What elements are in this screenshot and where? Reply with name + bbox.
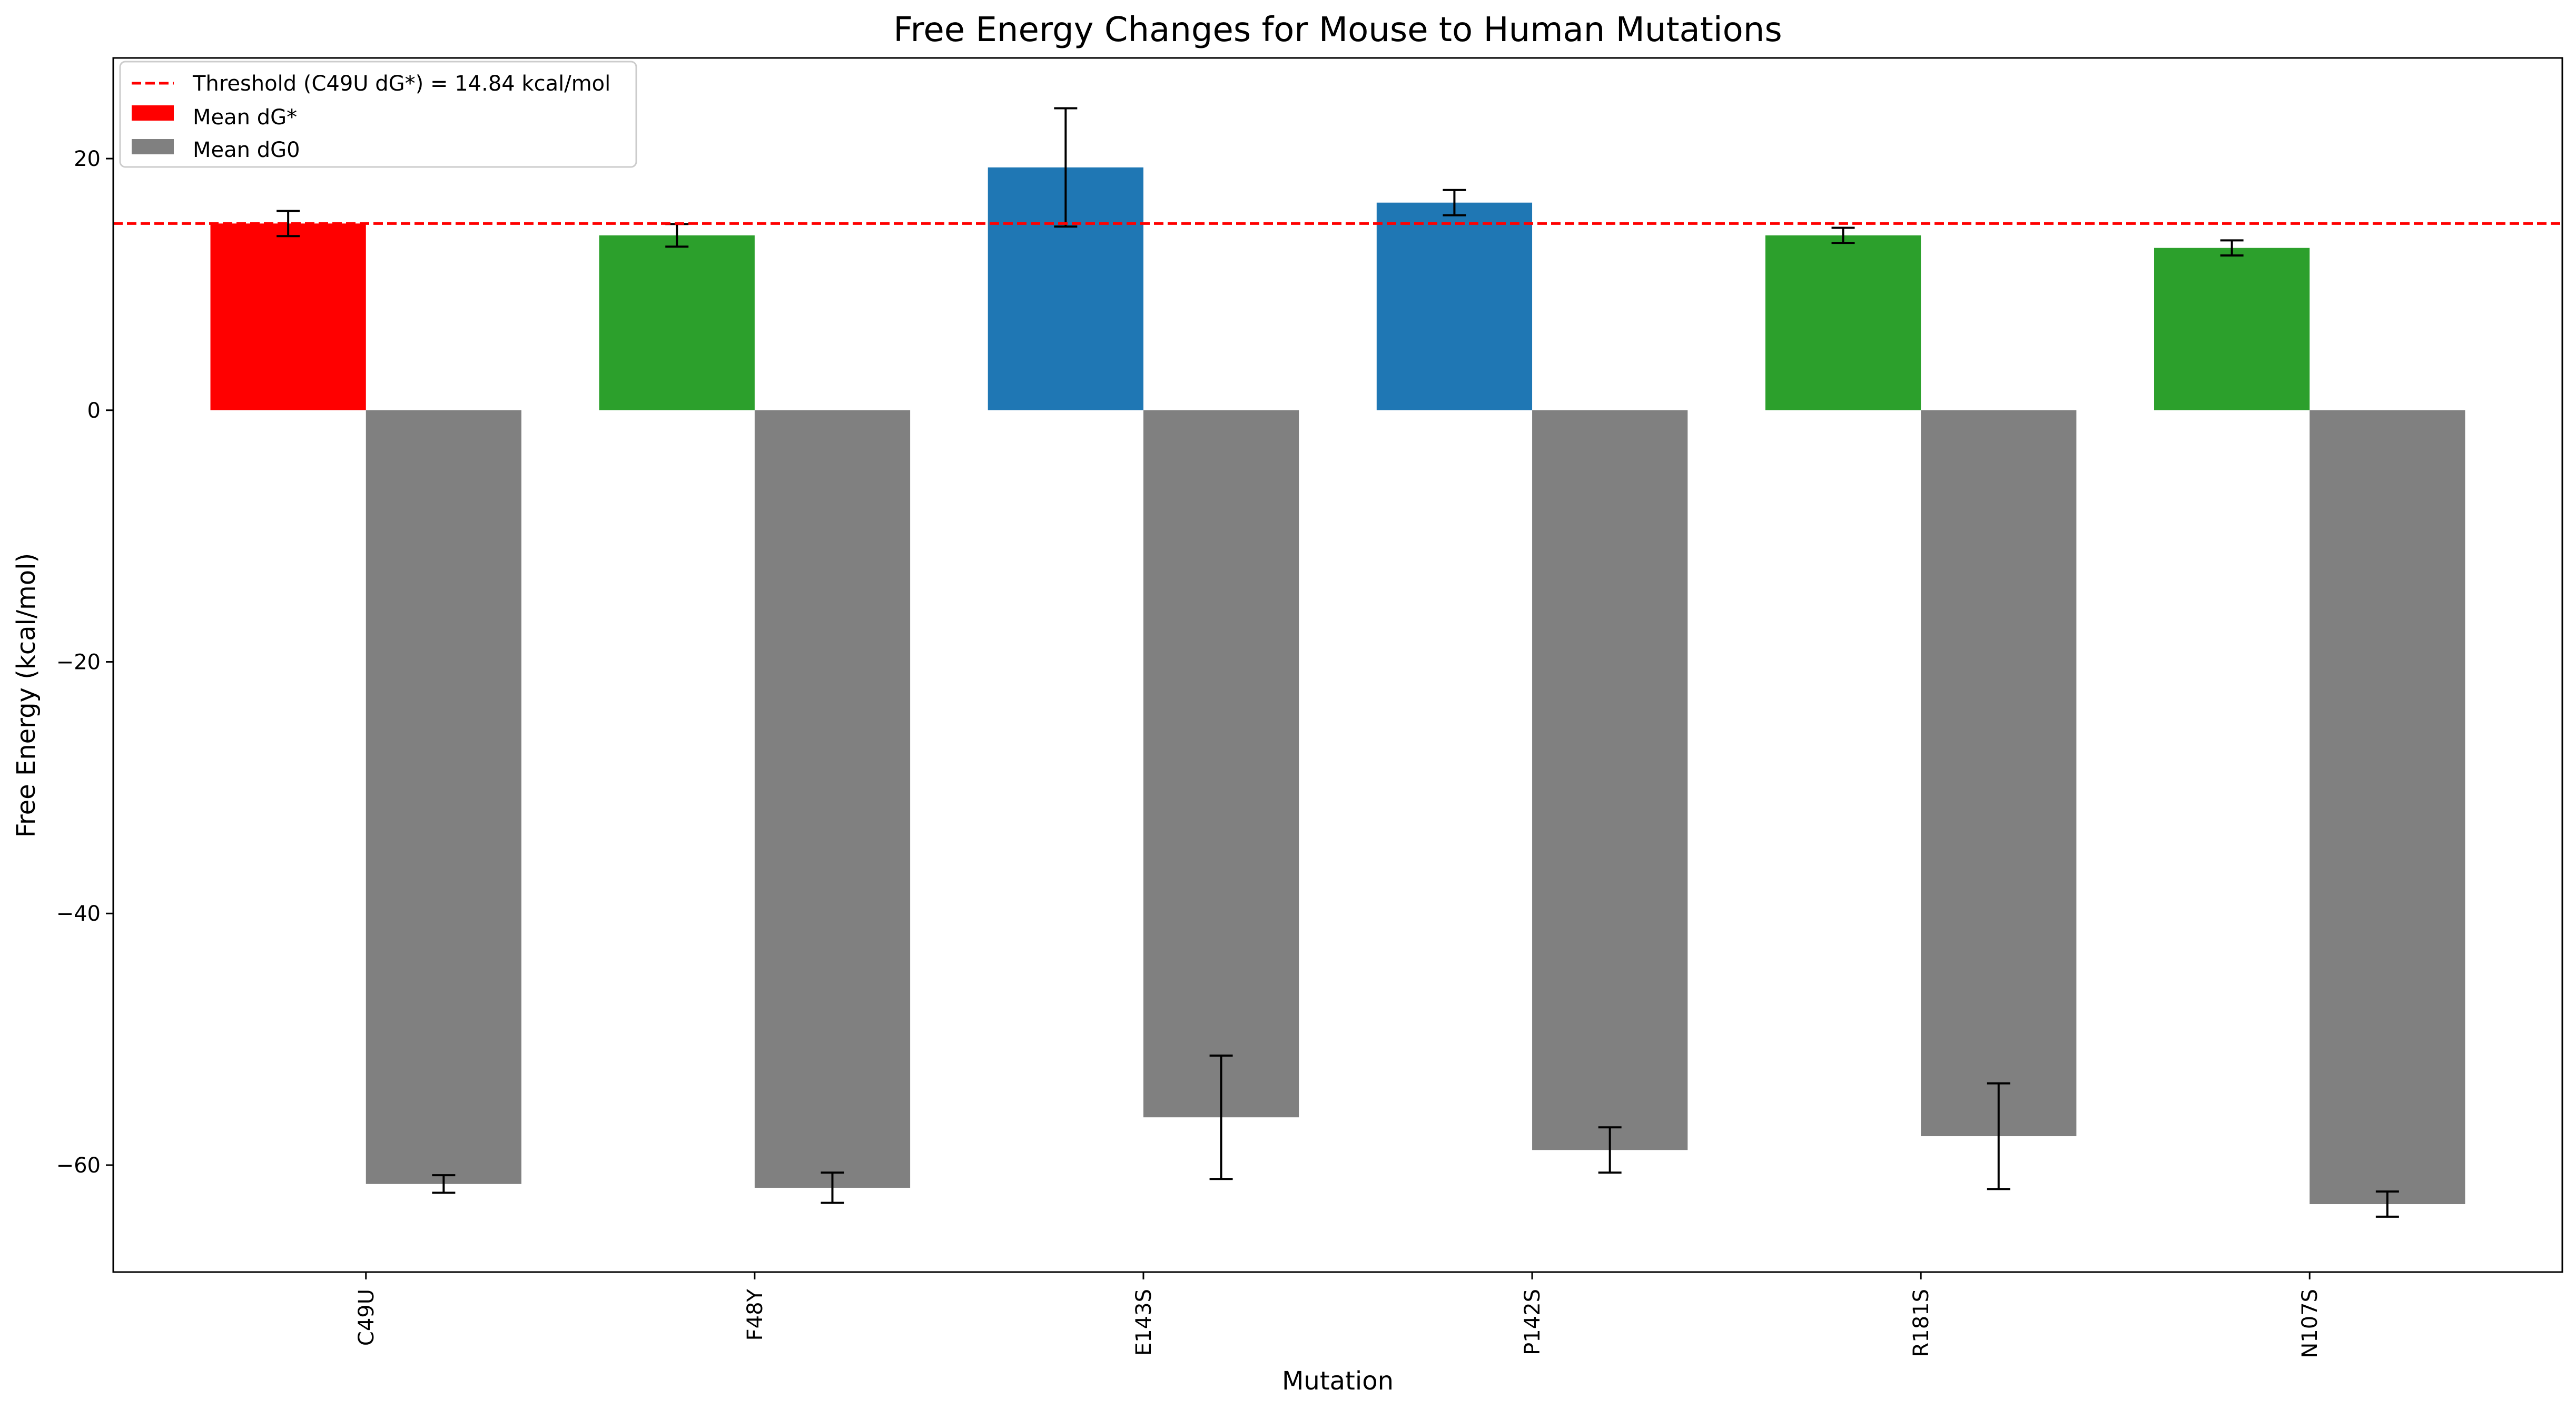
legend-label-mean-dg0: Mean dG0 — [193, 138, 300, 162]
bar-dg0-p142s — [1532, 410, 1688, 1150]
bar-dg-star-r181s — [1765, 235, 1921, 410]
y-tick-label: 0 — [87, 399, 101, 423]
bar-dg-star-f48y — [599, 235, 755, 410]
bar-dg-star-p142s — [1376, 202, 1533, 410]
legend-swatch-mean-dg0 — [132, 139, 174, 154]
chart-title: Free Energy Changes for Mouse to Human M… — [893, 11, 1782, 50]
y-axis: 20 0 −20 −40 −60 — [56, 147, 113, 1178]
x-tick-label-c49u: C49U — [354, 1289, 379, 1346]
legend-frame — [119, 61, 637, 168]
y-tick-label: −40 — [56, 902, 101, 926]
x-tick-label-e143s: E143S — [1132, 1289, 1156, 1356]
error-bar-dg0-r181s — [1987, 1082, 2010, 1190]
legend: Threshold (C49U dG*) = 14.84 kcal/mol Me… — [119, 61, 637, 168]
y-tick-label: −60 — [56, 1154, 101, 1178]
legend-threshold-label: Threshold (C49U dG*) = 14.84 kcal/mol — [192, 72, 610, 96]
x-tick-label-r181s: R181S — [1909, 1289, 1933, 1357]
x-tick-label-p142s: P142S — [1521, 1289, 1545, 1355]
x-tick-label-n107s: N107S — [2298, 1289, 2322, 1358]
y-tick-label: −20 — [56, 651, 101, 675]
error-bar-dg0-p142s — [1598, 1126, 1622, 1174]
error-bar-dg0-f48y — [821, 1171, 844, 1204]
y-axis-label: Free Energy (kcal/mol) — [12, 553, 41, 837]
bar-dg0-n107s — [2309, 410, 2465, 1205]
error-bar-dg-star-p142s — [1443, 189, 1466, 216]
error-bar-dg-star-c49u — [277, 210, 300, 238]
plot-frame — [112, 57, 2563, 1273]
x-axis-label: Mutation — [1282, 1366, 1394, 1396]
error-bar-dg-star-n107s — [2220, 239, 2244, 257]
error-bars — [277, 107, 2399, 1218]
bar-dg0-c49u — [366, 410, 521, 1184]
error-bar-dg0-n107s — [2375, 1190, 2399, 1218]
bar-dg0-f48y — [754, 410, 911, 1188]
x-axis: C49U F48Y E143S P142S R181S N107S — [354, 1272, 2322, 1358]
x-tick-label-f48y: F48Y — [743, 1288, 767, 1341]
error-bar-dg0-c49u — [432, 1174, 456, 1194]
error-bar-dg-star-e143s — [1054, 107, 1078, 228]
bar-dg0-e143s — [1143, 410, 1299, 1118]
legend-swatch-mean-dg-star — [132, 105, 174, 121]
bar-dg0-r181s — [1921, 410, 2077, 1137]
error-bar-dg0-e143s — [1209, 1055, 1233, 1180]
y-tick-label: 20 — [74, 147, 101, 171]
error-bar-dg-star-r181s — [1831, 226, 1855, 244]
bar-dg-star-n107s — [2154, 248, 2310, 410]
legend-label-mean-dg-star: Mean dG* — [193, 105, 297, 130]
bars — [210, 167, 2465, 1205]
bar-dg-star-c49u — [210, 223, 366, 410]
